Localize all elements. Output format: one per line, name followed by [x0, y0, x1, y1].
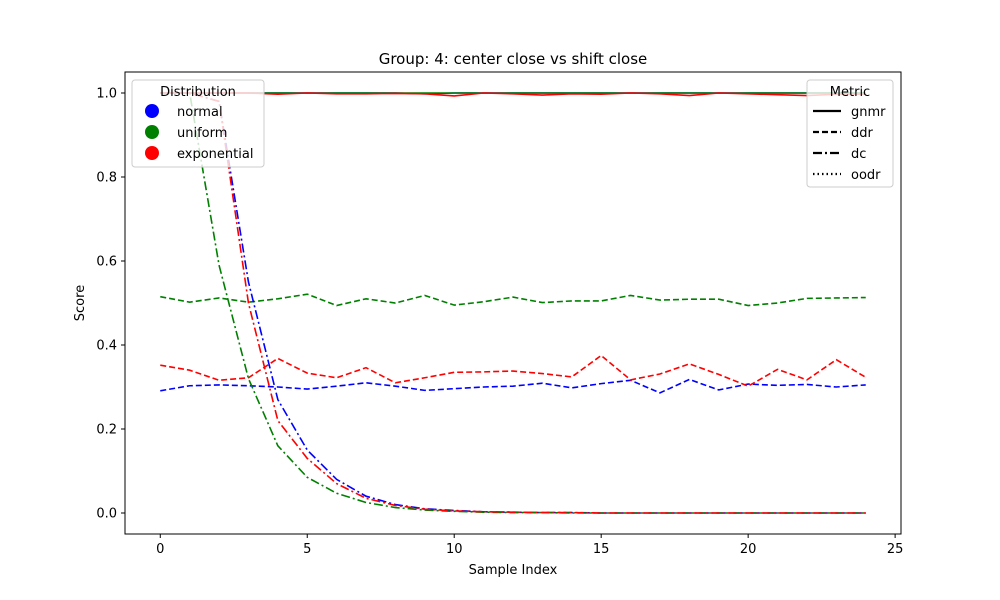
y-tick-label: 0.6	[96, 255, 117, 270]
legend-label-dc: dc	[851, 147, 866, 162]
y-tick-label: 0.8	[96, 171, 117, 186]
y-tick-label: 1.0	[96, 87, 117, 102]
x-tick-label: 0	[156, 542, 164, 557]
legend-distribution-frame	[131, 79, 265, 168]
legend-marker-normal	[145, 104, 159, 118]
legend-label-ddr: ddr	[851, 126, 874, 141]
x-axis-label: Sample Index	[469, 563, 558, 578]
y-tick-label: 0.0	[96, 507, 117, 522]
legend-metric: Metric gnmr ddr dc oodr	[806, 79, 894, 188]
legend-label-gnmr: gnmr	[851, 105, 886, 120]
legend-distribution-title: Distribution	[160, 85, 236, 100]
x-tick-label: 10	[446, 542, 463, 557]
legend-label-uniform: uniform	[177, 126, 227, 141]
legend-label-normal: normal	[177, 105, 223, 120]
x-axis-ticks: 0 5 10 15 20 25	[156, 534, 903, 557]
x-tick-label: 15	[593, 542, 610, 557]
x-tick-label: 5	[303, 542, 311, 557]
series-line-exponential-gnmr	[160, 92, 866, 97]
plot-frame	[124, 71, 902, 535]
legend-metric-title: Metric	[830, 85, 870, 100]
legend-marker-uniform	[145, 125, 159, 139]
series-line-exponential-ddr	[160, 354, 867, 388]
series-group	[160, 92, 867, 514]
legend-distribution: Distribution normal uniform exponential	[131, 79, 265, 168]
y-axis-ticks: 0.0 0.2 0.4 0.6 0.8 1.0	[96, 87, 125, 522]
x-tick-label: 25	[887, 542, 904, 557]
series-line-normal-ddr	[160, 378, 866, 394]
legend-label-exponential: exponential	[177, 147, 253, 162]
legend-metric-frame	[806, 79, 894, 188]
legend-marker-exponential	[145, 146, 159, 160]
y-axis-label: Score	[73, 285, 88, 321]
series-line-uniform-ddr	[160, 293, 866, 307]
chart-title: Group: 4: center close vs shift close	[379, 50, 648, 68]
series-line-exponential-dc	[160, 92, 866, 514]
legend-label-oodr: oodr	[851, 168, 881, 183]
x-tick-label: 20	[740, 542, 757, 557]
y-tick-label: 0.4	[96, 339, 117, 354]
y-tick-label: 0.2	[96, 423, 117, 438]
